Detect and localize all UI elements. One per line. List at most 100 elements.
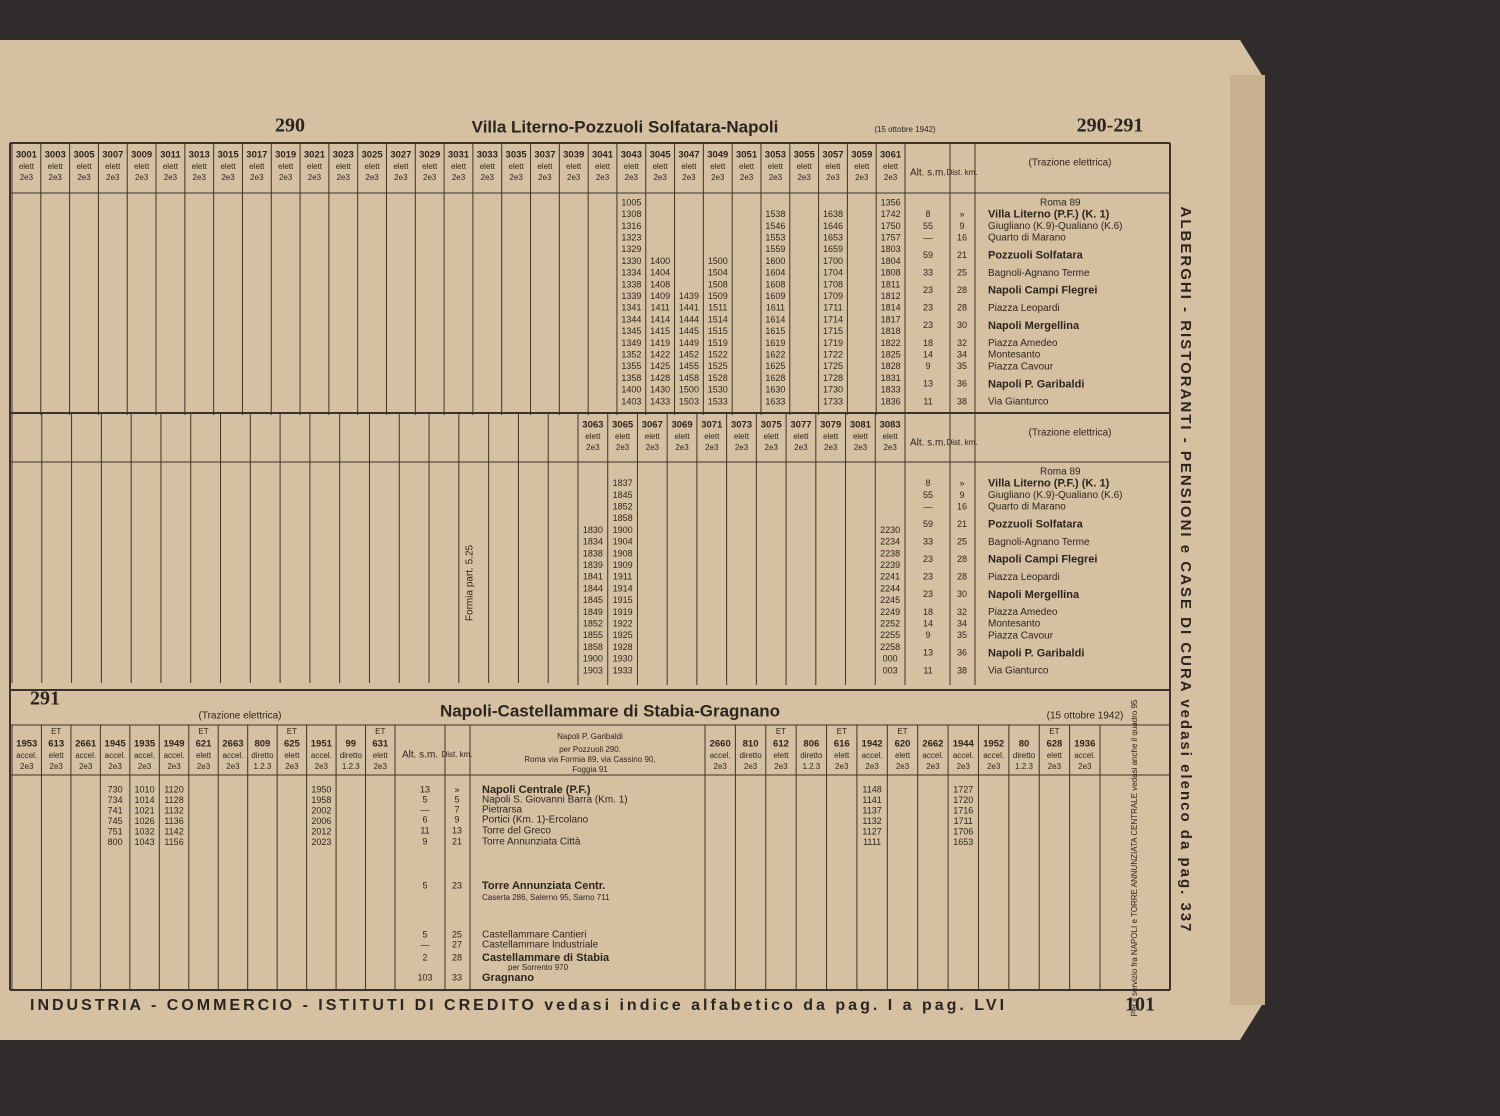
train-service: elett	[422, 162, 438, 171]
train-service: accel.	[710, 751, 731, 760]
time: 2234	[880, 537, 900, 547]
train-number: 3017	[246, 150, 267, 161]
train-service: diretto	[1013, 751, 1036, 760]
distance: 28	[957, 572, 967, 582]
train-classes: 2e3	[835, 762, 849, 771]
station: Piazza Amedeo	[988, 338, 1058, 349]
time: 1609	[765, 291, 785, 301]
altitude: —	[924, 501, 933, 511]
train-service: elett	[834, 751, 850, 760]
train-classes: 2e3	[567, 173, 581, 182]
train-number: 3029	[419, 150, 440, 161]
time: 1323	[621, 232, 641, 242]
train-classes: 2e3	[740, 173, 754, 182]
train-number: 3005	[73, 150, 95, 161]
train-classes: 2e3	[423, 173, 437, 182]
altitude: 18	[923, 338, 933, 348]
time: 1903	[583, 665, 603, 675]
alt-label: Alt. s.m.	[910, 168, 946, 179]
timetables: 3001 elett 2e3 3003 elett 2e3 3005 elett 2e3 3007…	[10, 143, 1170, 1016]
distance: 16	[957, 232, 967, 242]
train-classes: 2e3	[538, 173, 552, 182]
time: 1428	[650, 373, 670, 383]
altitude: 13	[923, 379, 933, 389]
station: Montesanto	[988, 619, 1041, 630]
time: 1026	[135, 816, 155, 826]
train-classes: 2e3	[365, 173, 379, 182]
note: Formia part. 5.25	[465, 544, 476, 621]
train-classes: 2e3	[77, 173, 91, 182]
train-classes: 2e3	[896, 762, 910, 771]
time: 1814	[881, 303, 901, 313]
time: 1742	[881, 209, 901, 219]
time: 1653	[823, 232, 843, 242]
train-number: 3069	[671, 420, 692, 431]
time: 1803	[881, 244, 901, 254]
time: 1706	[953, 826, 973, 836]
train-number: 3049	[707, 150, 728, 161]
time: 1514	[708, 314, 728, 324]
distance: 9	[959, 490, 964, 500]
train-service: elett	[674, 432, 690, 441]
altitude: 33	[923, 537, 933, 547]
time: 1817	[881, 314, 901, 324]
altitude: —	[924, 232, 933, 242]
train-number: 3025	[362, 150, 384, 161]
train-classes: 2e3	[394, 173, 408, 182]
station: Piazza Cavour	[988, 630, 1054, 641]
altitude: 11	[923, 396, 932, 406]
time: 1430	[650, 385, 670, 395]
time: 1546	[765, 221, 785, 231]
time: 1358	[621, 373, 641, 383]
station: Napoli Campi Flegrei	[988, 554, 1097, 566]
train-classes: 2e3	[221, 173, 235, 182]
train-service: accel.	[922, 751, 943, 760]
time: 1509	[708, 291, 728, 301]
train-service: elett	[854, 162, 870, 171]
distance: 13	[452, 825, 462, 835]
time: 1833	[881, 385, 901, 395]
train-service: elett	[883, 432, 899, 441]
side-note: Per il servizio fra NAPOLI e TORRE ANNUN…	[1130, 699, 1139, 1016]
time: 1659	[823, 244, 843, 254]
time: 1455	[679, 361, 699, 371]
time: 2238	[880, 548, 900, 558]
time: 800	[108, 837, 123, 847]
time: 1433	[650, 396, 670, 406]
train-classes: 2e3	[279, 173, 293, 182]
train-number: 3057	[822, 150, 843, 161]
train-number: 810	[743, 739, 759, 750]
train-service: elett	[883, 162, 899, 171]
time: 1415	[650, 326, 670, 336]
alt-label: Alt. s.m.	[402, 750, 438, 761]
time: 2239	[880, 560, 900, 570]
altitude: 9	[925, 630, 930, 640]
train-number: 3081	[850, 420, 872, 431]
train-service: elett	[336, 162, 352, 171]
train-classes: 2e3	[193, 173, 207, 182]
altitude: 14	[923, 618, 933, 628]
train-service: elett	[480, 162, 496, 171]
time: 1841	[583, 572, 603, 582]
time: 1128	[164, 795, 183, 805]
train-service: elett	[284, 751, 300, 760]
train-classes: 2e3	[308, 173, 322, 182]
train-classes: 2e3	[1078, 762, 1092, 771]
train-service: elett	[645, 432, 661, 441]
time: 1528	[708, 373, 728, 383]
time: 1408	[650, 279, 670, 289]
train-number: 2663	[222, 739, 243, 750]
time: 1503	[679, 396, 699, 406]
train-service: elett	[163, 162, 179, 171]
time: 1352	[621, 349, 641, 359]
train-prefix: ET	[1049, 727, 1059, 736]
train-service: accel.	[16, 751, 37, 760]
time: 1839	[583, 560, 603, 570]
altitude: 6	[422, 814, 427, 824]
time: 741	[108, 805, 123, 815]
station: Pozzuoli Solfatara	[988, 519, 1084, 531]
station: Pietrarsa	[482, 805, 522, 816]
train-classes: 2e3	[794, 443, 808, 452]
station: Torre del Greco	[482, 826, 551, 837]
